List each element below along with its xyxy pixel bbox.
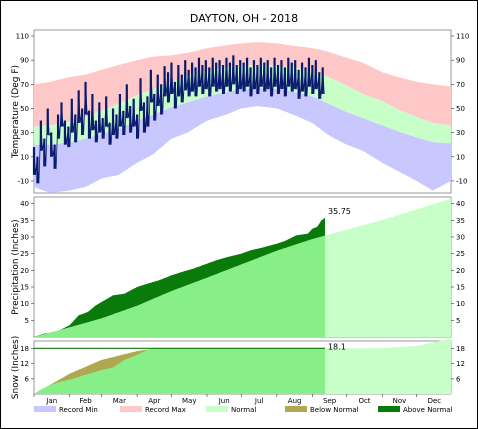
y-tick-label-right: 35	[456, 217, 465, 225]
precip-total-annotation: 35.75	[328, 207, 351, 216]
y-tick-label-left: 10	[20, 300, 29, 308]
y-tick-label-right: 90	[456, 57, 465, 65]
y-tick-label-left: 10	[20, 153, 29, 161]
legend: Jan Feb Mar Apr May Jun Jul Aug Sep Oct Nov Dec Reco…	[33, 394, 453, 414]
y-tick-label-right: 25	[456, 250, 465, 258]
legend-swatch	[206, 406, 228, 412]
y-tick-label-right: 15	[456, 284, 465, 292]
chart-title: DAYTON, OH - 2018	[190, 12, 298, 25]
y-tick-label-left: 12	[20, 360, 29, 368]
legend-label: Above Normal	[403, 406, 453, 414]
legend-swatch	[34, 406, 56, 412]
x-tick-label: Mar	[113, 397, 126, 405]
y-tick-label-right: 6	[456, 375, 461, 383]
y-tick-label-left: 70	[20, 81, 29, 89]
y-tick-label-right: 10	[456, 153, 465, 161]
y-tick-label-right: 18	[456, 345, 465, 353]
x-tick-label: Dec	[428, 397, 442, 405]
y-tick-label-left: 40	[20, 200, 29, 208]
legend-label: Record Min	[59, 406, 98, 414]
y-tick-label-left: 15	[20, 284, 29, 292]
legend-swatch	[120, 406, 142, 412]
x-tick-label: Jun	[218, 397, 230, 405]
y-tick-label-right: 50	[456, 105, 465, 113]
normal-precip-to-date-area	[34, 235, 325, 337]
legend-swatch	[285, 406, 307, 412]
temperature-panel: -10 -10 10 10 30 30 50 50 70 70 90 90 110 110 Temperat…	[11, 29, 469, 194]
x-tick-label: Oct	[358, 397, 370, 405]
y-tick-label-left: 20	[20, 267, 29, 275]
y-tick-label-right: 40	[456, 200, 465, 208]
y-tick-label-left: 30	[20, 234, 29, 242]
y-tick-label-right: -10	[456, 177, 467, 185]
x-tick-label: Sep	[323, 397, 337, 405]
y-tick-label-left: -10	[18, 177, 29, 185]
y-tick-label-left: 30	[20, 129, 29, 137]
x-tick-label: Nov	[393, 397, 407, 405]
y-axis-label: Temperature (Deg F)	[11, 65, 21, 159]
precipitation-panel: 5 5 10 10 15 15 20 20 25 25 30 30 35 35 40 40 Precipitat…	[11, 196, 465, 338]
x-tick-label: May	[182, 397, 196, 405]
x-tick-label: Aug	[288, 397, 302, 405]
observed-temperature-line	[33, 55, 325, 184]
y-tick-label-left: 110	[16, 33, 29, 41]
y-tick-label-left: 35	[20, 217, 29, 225]
y-tick-label-left: 6	[25, 375, 30, 383]
y-tick-label-right: 20	[456, 267, 465, 275]
y-axis-label: Snow (Inches)	[11, 336, 21, 399]
y-axis-label: Precipitation (Inches)	[11, 219, 21, 314]
record-min-band	[34, 88, 451, 193]
y-tick-label-left: 50	[20, 105, 29, 113]
y-tick-label-left: 18	[20, 345, 29, 353]
x-tick-label: Jul	[254, 397, 264, 405]
y-tick-label-left: 25	[20, 250, 29, 258]
y-tick-label-right: 30	[456, 129, 465, 137]
y-tick-label-right: 70	[456, 81, 465, 89]
record-max-band	[34, 42, 451, 127]
y-tick-label-left: 5	[25, 317, 29, 325]
y-tick-label-right: 110	[456, 33, 469, 41]
x-tick-label: Feb	[79, 397, 92, 405]
y-tick-label-left: 90	[20, 57, 29, 65]
legend-label: Normal	[231, 406, 256, 414]
snow-total-annotation: 18.1	[328, 342, 346, 351]
y-tick-label-right: 10	[456, 300, 465, 308]
x-tick-label: Apr	[148, 397, 160, 405]
legend-label: Record Max	[145, 406, 186, 414]
legend-label: Below Normal	[310, 406, 359, 414]
y-tick-label-right: 30	[456, 234, 465, 242]
legend-swatch	[378, 406, 400, 412]
y-tick-label-right: 5	[456, 317, 460, 325]
x-tick-label: Jan	[45, 397, 57, 405]
y-tick-label-right: 12	[456, 360, 465, 368]
observed-snow-area	[34, 348, 325, 394]
